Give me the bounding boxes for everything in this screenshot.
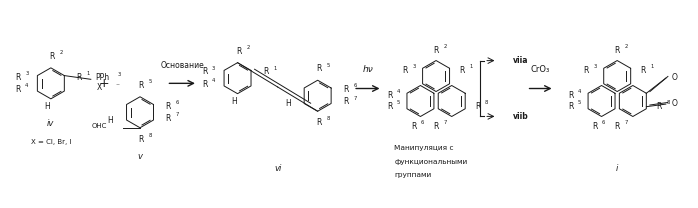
Text: 5: 5	[149, 79, 152, 84]
Text: R: R	[656, 102, 662, 111]
Text: R: R	[641, 66, 646, 75]
Text: 7: 7	[175, 112, 179, 117]
Text: R: R	[568, 91, 573, 100]
Text: i: i	[616, 163, 618, 173]
Text: 1: 1	[273, 66, 276, 71]
Text: H: H	[231, 97, 237, 106]
Text: 5: 5	[578, 100, 581, 105]
Text: R: R	[403, 66, 408, 75]
Text: R: R	[236, 47, 242, 56]
Text: R: R	[76, 73, 82, 82]
Text: 2: 2	[246, 45, 250, 50]
Text: v: v	[138, 152, 142, 161]
Text: R: R	[614, 46, 620, 55]
Text: 4: 4	[25, 83, 29, 88]
Text: R: R	[433, 122, 439, 131]
Text: 1: 1	[87, 71, 90, 76]
Text: viib: viib	[513, 112, 528, 121]
Text: 3: 3	[212, 66, 215, 71]
Text: 8: 8	[666, 100, 669, 105]
Text: H: H	[107, 116, 113, 125]
Text: 7: 7	[443, 120, 447, 125]
Text: ⁻: ⁻	[115, 81, 119, 90]
Text: 8: 8	[485, 100, 489, 105]
Text: 6: 6	[421, 120, 424, 125]
Text: R: R	[475, 102, 480, 111]
Text: +: +	[98, 77, 109, 90]
Text: R: R	[165, 114, 171, 123]
Text: R: R	[584, 66, 589, 75]
Text: R: R	[15, 85, 20, 94]
Text: R: R	[459, 66, 465, 75]
Text: H: H	[45, 102, 50, 111]
Text: 2: 2	[59, 50, 63, 55]
Text: 3: 3	[25, 71, 29, 76]
Text: 6: 6	[175, 100, 179, 105]
Text: R: R	[316, 64, 322, 73]
Text: R: R	[433, 46, 439, 55]
Text: R: R	[139, 135, 144, 144]
Text: X = Cl, Br, I: X = Cl, Br, I	[31, 139, 71, 145]
Text: R: R	[139, 81, 144, 90]
Text: R: R	[387, 102, 392, 111]
Text: R: R	[411, 122, 416, 131]
Text: 6: 6	[353, 83, 357, 88]
Text: O: O	[671, 73, 677, 82]
Text: 3: 3	[118, 72, 121, 77]
Text: 4: 4	[578, 89, 581, 94]
Text: R: R	[568, 102, 573, 111]
Text: R: R	[165, 102, 171, 111]
Text: 3: 3	[594, 64, 597, 69]
Text: 5: 5	[327, 63, 329, 68]
Text: hν: hν	[362, 65, 373, 74]
Text: 7: 7	[353, 96, 357, 101]
Text: vi: vi	[274, 163, 281, 173]
Text: 5: 5	[397, 100, 400, 105]
Text: 1: 1	[470, 64, 473, 69]
Text: 1: 1	[651, 64, 654, 69]
Text: R: R	[263, 67, 268, 77]
Text: Основание: Основание	[161, 61, 205, 70]
Text: iv: iv	[47, 119, 54, 128]
Text: 4: 4	[212, 78, 215, 83]
Text: OHC: OHC	[91, 123, 107, 129]
Text: R: R	[343, 85, 348, 94]
Text: O: O	[671, 99, 677, 108]
Text: R: R	[387, 91, 392, 100]
Text: R: R	[202, 67, 207, 77]
Text: функциональными: функциональными	[394, 159, 468, 165]
Text: 4: 4	[397, 89, 400, 94]
Text: 8: 8	[149, 133, 152, 138]
Text: R: R	[202, 80, 207, 89]
Text: viia: viia	[513, 56, 528, 65]
Text: R: R	[343, 97, 348, 106]
Text: CrO₃: CrO₃	[531, 65, 550, 74]
Text: 2: 2	[443, 44, 447, 50]
Text: 3: 3	[413, 64, 416, 69]
Text: 6: 6	[602, 120, 605, 125]
Text: Манипуляция с: Манипуляция с	[394, 145, 454, 151]
Text: группами: группами	[394, 172, 431, 178]
Text: 2: 2	[625, 44, 628, 50]
Text: R: R	[592, 122, 597, 131]
Text: 8: 8	[327, 116, 329, 121]
Text: X: X	[96, 83, 102, 92]
Text: R: R	[614, 122, 620, 131]
Text: R: R	[316, 118, 322, 127]
Text: H: H	[285, 99, 291, 108]
Text: PPh: PPh	[95, 73, 109, 82]
Text: R: R	[15, 73, 20, 82]
Text: R: R	[50, 52, 55, 61]
Text: 7: 7	[625, 120, 628, 125]
